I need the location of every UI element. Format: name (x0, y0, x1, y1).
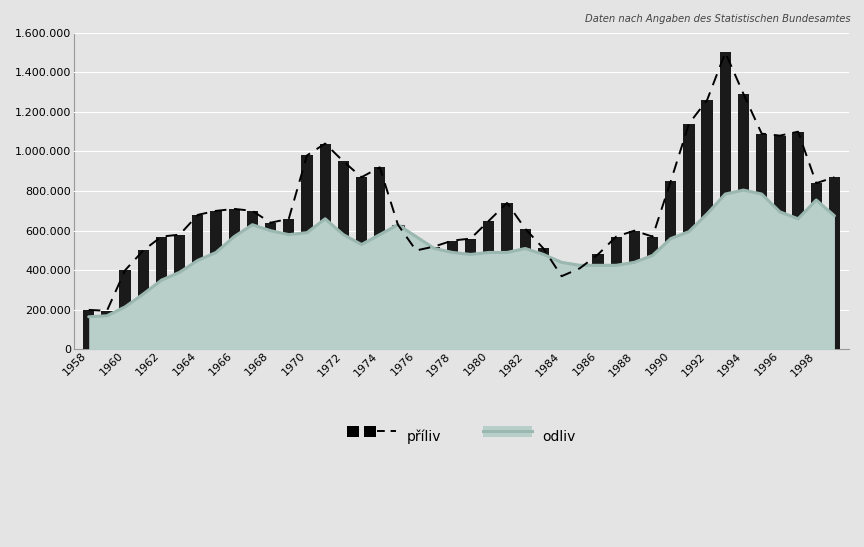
Bar (283, 219, 295, 350)
Bar (829, 177, 840, 350)
Bar (174, 235, 185, 350)
Bar (575, 268, 586, 350)
Bar (392, 225, 403, 350)
Bar (156, 237, 167, 350)
Text: Daten nach Angaben des Statistischen Bundesamtes: Daten nach Angaben des Statistischen Bun… (586, 14, 851, 24)
Bar (229, 209, 240, 350)
Bar (137, 251, 149, 350)
Bar (556, 276, 568, 350)
Bar (683, 124, 695, 350)
Bar (101, 311, 112, 350)
Bar (720, 53, 731, 350)
Bar (756, 133, 767, 350)
Bar (611, 237, 622, 350)
Bar (265, 223, 276, 350)
Bar (738, 94, 749, 350)
Bar (629, 231, 640, 350)
Bar (356, 177, 367, 350)
Bar (192, 215, 204, 350)
Bar (211, 211, 222, 350)
Bar (792, 132, 804, 350)
Bar (447, 241, 458, 350)
Bar (410, 251, 422, 350)
Bar (247, 211, 258, 350)
Bar (83, 310, 94, 350)
Bar (119, 270, 130, 350)
Bar (483, 221, 494, 350)
Legend: příliv, odliv: příliv, odliv (347, 429, 576, 444)
Bar (593, 254, 604, 350)
Bar (465, 238, 476, 350)
Bar (302, 155, 313, 350)
Bar (374, 167, 385, 350)
Bar (665, 181, 677, 350)
Bar (338, 161, 349, 350)
Bar (810, 183, 822, 350)
Bar (519, 229, 530, 350)
Bar (320, 143, 331, 350)
Bar (647, 237, 658, 350)
Bar (774, 136, 785, 350)
Bar (702, 100, 713, 350)
Bar (501, 203, 512, 350)
Bar (537, 248, 549, 350)
Bar (429, 247, 440, 350)
